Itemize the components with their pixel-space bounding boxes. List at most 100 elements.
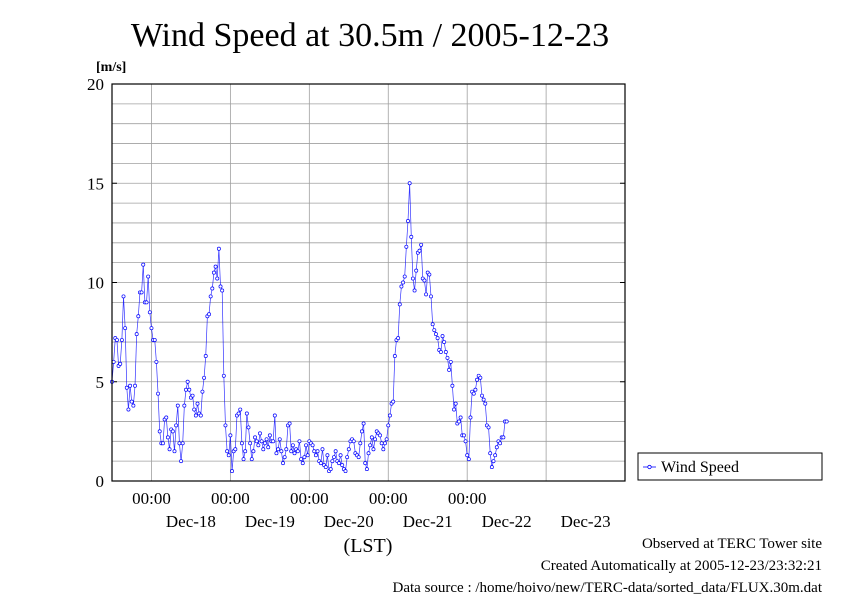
data-point — [251, 449, 256, 454]
data-point — [211, 270, 216, 275]
data-point — [289, 449, 294, 454]
data-point — [391, 399, 396, 404]
data-point — [483, 401, 488, 406]
y-tick-label: 15 — [87, 174, 104, 193]
data-point — [187, 387, 192, 392]
data-point — [225, 449, 230, 454]
data-point — [409, 234, 414, 239]
data-point — [363, 461, 368, 466]
data-point — [373, 437, 378, 442]
legend-marker — [647, 464, 652, 470]
data-point — [312, 449, 317, 454]
data-point — [458, 415, 463, 420]
data-point — [195, 401, 200, 406]
wind-speed-series — [110, 181, 509, 474]
data-point — [236, 411, 241, 416]
data-point — [440, 334, 445, 339]
data-point — [461, 433, 466, 438]
data-point — [429, 294, 433, 299]
data-point — [241, 457, 246, 462]
data-point — [179, 459, 184, 464]
data-point — [435, 336, 440, 341]
data-point — [175, 403, 180, 408]
data-point — [246, 425, 251, 430]
data-point — [356, 455, 361, 460]
y-tick-label: 20 — [87, 75, 104, 94]
x-axis-ticks: 00:00 00:00 00:00 00:00 00:00 Dec-18 Dec-19 Dec… — [132, 489, 611, 531]
data-point — [328, 467, 333, 472]
data-point — [165, 435, 170, 440]
data-point — [218, 284, 223, 289]
data-point — [287, 421, 292, 426]
data-point — [238, 407, 243, 412]
data-point — [202, 375, 207, 380]
data-point — [200, 389, 205, 394]
y-tick-label: 10 — [87, 274, 104, 293]
data-point — [295, 449, 300, 454]
data-point — [198, 413, 203, 418]
data-point — [407, 181, 412, 186]
data-point — [149, 326, 154, 331]
data-point — [340, 463, 345, 468]
data-point — [305, 453, 310, 458]
data-point — [392, 353, 397, 358]
legend-label: Wind Speed — [661, 459, 739, 476]
data-point — [412, 288, 417, 293]
data-point — [448, 359, 453, 364]
data-point — [402, 274, 407, 279]
y-axis-ticks: 0 5 10 15 20 — [87, 75, 625, 491]
data-point — [491, 459, 496, 464]
data-point — [443, 350, 448, 354]
data-point — [457, 419, 461, 424]
data-point — [271, 439, 276, 444]
data-point — [360, 429, 364, 434]
data-point — [261, 447, 266, 452]
data-point — [141, 262, 146, 267]
data-point — [215, 276, 220, 281]
y-tick-label: 5 — [96, 373, 105, 392]
data-point — [494, 445, 499, 450]
data-point — [315, 449, 320, 454]
data-point — [284, 447, 289, 452]
data-point — [383, 441, 387, 446]
data-point — [292, 451, 297, 456]
x-tick-time-label: 00:00 — [369, 489, 408, 508]
data-point — [410, 276, 415, 281]
data-point — [351, 439, 356, 444]
data-point — [330, 459, 335, 464]
data-point — [302, 455, 307, 460]
data-point — [434, 332, 438, 337]
data-point — [468, 415, 473, 420]
created-note: Created Automatically at 2005-12-23/23:3… — [540, 558, 822, 574]
data-point — [290, 443, 295, 448]
data-point — [480, 393, 484, 398]
y-axis-label: [m/s] — [96, 60, 126, 75]
data-point — [368, 443, 373, 448]
data-point — [310, 443, 315, 448]
x-tick-time-label: 00:00 — [211, 489, 250, 508]
data-point — [207, 312, 211, 317]
data-point — [318, 461, 323, 466]
legend-box — [637, 452, 823, 481]
x-tick-time-label: 00:00 — [132, 489, 171, 508]
x-axis-label: (LST) — [344, 535, 393, 557]
data-point — [192, 407, 197, 412]
data-point — [185, 379, 190, 384]
data-point — [297, 439, 302, 444]
data-point — [379, 441, 384, 446]
data-point — [157, 429, 162, 434]
data-point — [264, 437, 269, 442]
data-point — [364, 467, 369, 472]
data-point — [216, 246, 221, 251]
data-point — [203, 353, 208, 358]
x-tick-date-label: Dec-23 — [561, 512, 611, 531]
data-point — [220, 288, 225, 293]
data-point — [325, 453, 330, 458]
data-point — [144, 300, 149, 305]
data-point — [371, 447, 376, 452]
data-point — [346, 447, 351, 452]
data-point — [262, 441, 267, 446]
data-point — [282, 455, 287, 460]
data-point — [450, 383, 455, 388]
